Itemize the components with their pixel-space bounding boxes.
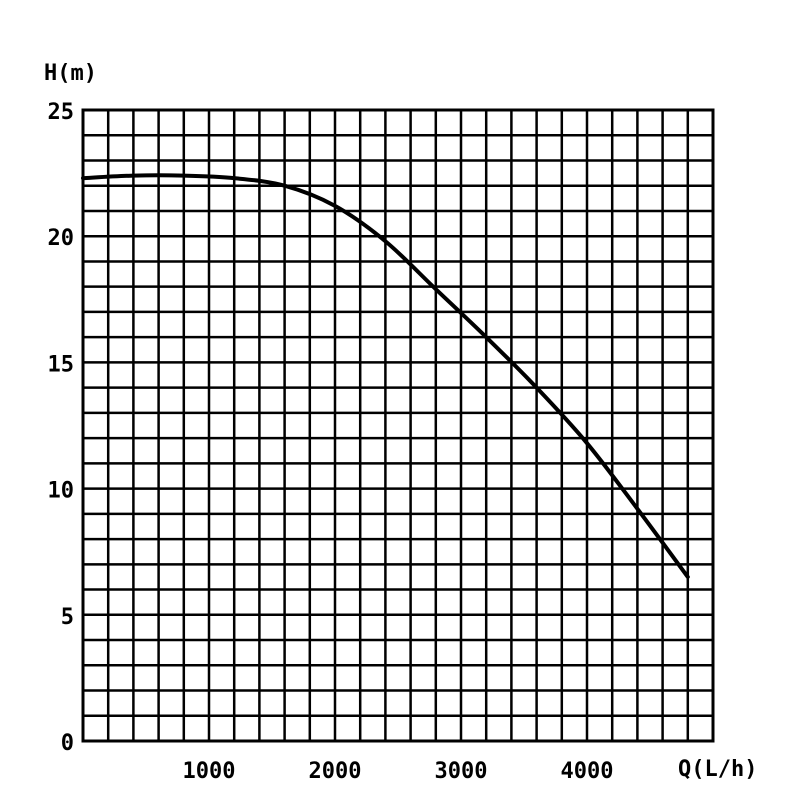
y-tick-label: 0	[61, 731, 74, 756]
y-tick-labels: 0 5 10 15 20 25	[48, 100, 75, 756]
x-tick-label: 2000	[309, 759, 362, 784]
x-tick-label: 3000	[435, 759, 488, 784]
y-tick-label: 20	[48, 226, 75, 251]
y-tick-label: 5	[61, 605, 74, 630]
y-tick-label: 15	[48, 352, 75, 377]
x-tick-labels: 1000 2000 3000 4000	[183, 759, 614, 784]
plot-frame	[81, 108, 715, 743]
y-tick-label: 10	[48, 479, 75, 504]
grid	[83, 110, 713, 741]
x-tick-label: 4000	[561, 759, 614, 784]
y-axis-label: H(m)	[44, 61, 97, 86]
x-tick-label: 1000	[183, 759, 236, 784]
y-tick-label: 25	[48, 100, 75, 125]
x-axis-label: Q(L/h)	[678, 757, 757, 782]
series-line	[81, 173, 690, 579]
